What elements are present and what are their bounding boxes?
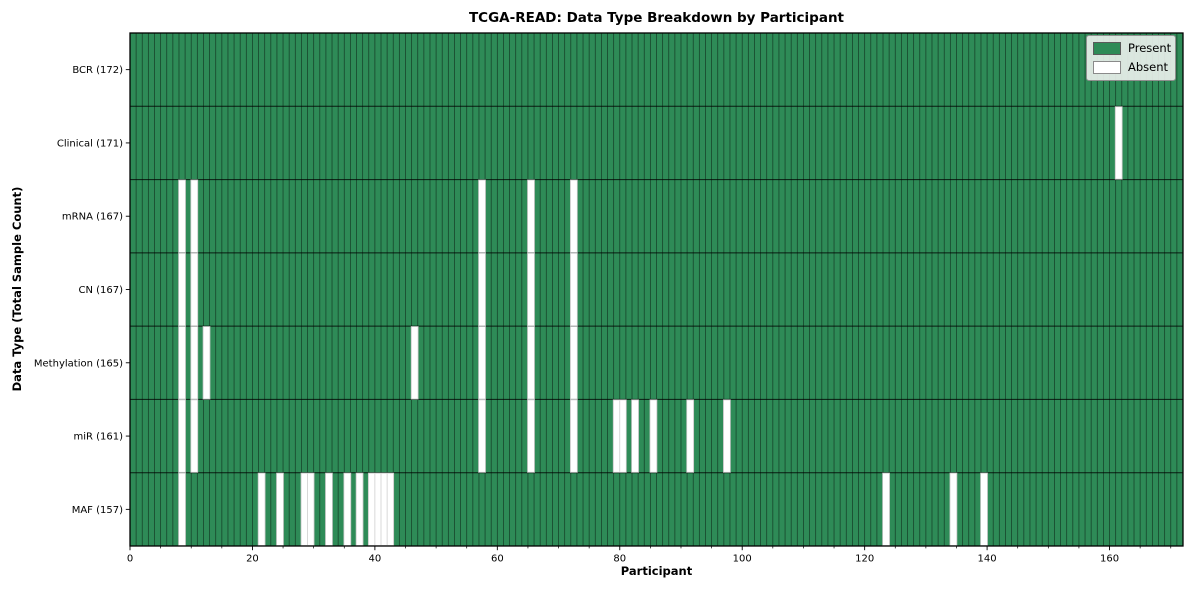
y-tick-label-BCR: BCR (172) (72, 65, 123, 76)
absent-bar-miR (569, 399, 578, 473)
absent-bar-miR (649, 399, 658, 473)
absent-bar-CN (569, 252, 578, 327)
absent-bar-CN (527, 252, 535, 327)
absent-bar-mRNA (178, 179, 186, 253)
x-tick-label: 140 (978, 554, 997, 565)
absent-bar-CN (190, 252, 199, 327)
absent-bar-Methylation (178, 326, 186, 400)
absent-bar-Methylation (190, 326, 199, 400)
absent-bar-miR (190, 399, 199, 473)
absent-bar-Methylation (527, 326, 535, 400)
row-boundary-lines (130, 105, 1183, 474)
absent-bar-Methylation (410, 326, 419, 400)
absent-bar-Methylation (478, 326, 486, 400)
absent-bar-miR (686, 399, 695, 473)
chart-title: TCGA-READ: Data Type Breakdown by Partic… (468, 10, 845, 26)
legend-entry-present: Present (1093, 41, 1172, 55)
legend-absent-swatch (1093, 61, 1121, 74)
absent-bar-MAF (980, 472, 988, 547)
absent-bar-mRNA (478, 179, 486, 253)
absent-bar-MAF (325, 472, 333, 547)
absent-bar-Methylation (202, 326, 211, 400)
x-axis: 0 20 40 60 80 100 120 140 160 (127, 546, 1172, 565)
absent-bar-mRNA (569, 179, 578, 253)
x-tick-label: 0 (127, 554, 133, 565)
absent-bar-miR (178, 399, 186, 473)
y-tick-label-mRNA: mRNA (167) (62, 212, 123, 223)
y-tick-label-miR: miR (161) (73, 432, 123, 443)
x-tick-label: 120 (855, 554, 874, 565)
x-tick-label: 40 (369, 554, 382, 565)
absent-bar-miR (723, 399, 731, 473)
y-tick-label-Clinical: Clinical (171) (57, 138, 123, 149)
absent-bar-MAF (355, 472, 364, 547)
absent-bar-MAF (343, 472, 352, 547)
absent-bar-mRNA (527, 179, 535, 253)
x-tick-label: 100 (733, 554, 752, 565)
legend-present-label: Present (1128, 41, 1172, 55)
absent-bar-MAF (257, 472, 266, 547)
legend-absent-label: Absent (1128, 60, 1169, 74)
legend-present-swatch (1093, 42, 1121, 55)
absent-bar-MAF (178, 472, 186, 547)
absent-bar-miR (478, 399, 486, 473)
absent-bar-CN (178, 252, 186, 327)
legend: Present Absent (1086, 35, 1176, 81)
absent-bar-miR (631, 399, 639, 473)
x-tick-label: 160 (1100, 554, 1119, 565)
y-tick-label-Methylation: Methylation (165) (34, 358, 123, 369)
absent-bar-MAF (276, 472, 284, 547)
absent-bar-MAF (949, 472, 958, 547)
legend-entry-absent: Absent (1093, 61, 1169, 74)
y-tick-label-MAF: MAF (157) (72, 505, 123, 516)
x-tick-label: 60 (491, 554, 504, 565)
y-tick-label-CN: CN (167) (78, 285, 123, 296)
absent-bar-MAF (882, 472, 890, 547)
x-tick-label: 80 (613, 554, 626, 565)
absent-bar-mRNA (190, 179, 199, 253)
absent-bar-CN (478, 252, 486, 327)
x-tick-label: 20 (246, 554, 259, 565)
absent-bar-Clinical (1114, 106, 1123, 180)
y-axis: BCR (172) Clinical (171) mRNA (167) CN (167… (34, 65, 130, 516)
absent-bar-miR (527, 399, 535, 473)
absent-cells (178, 106, 1123, 547)
absent-bar-Methylation (569, 326, 578, 400)
x-axis-label: Participant (620, 564, 693, 578)
